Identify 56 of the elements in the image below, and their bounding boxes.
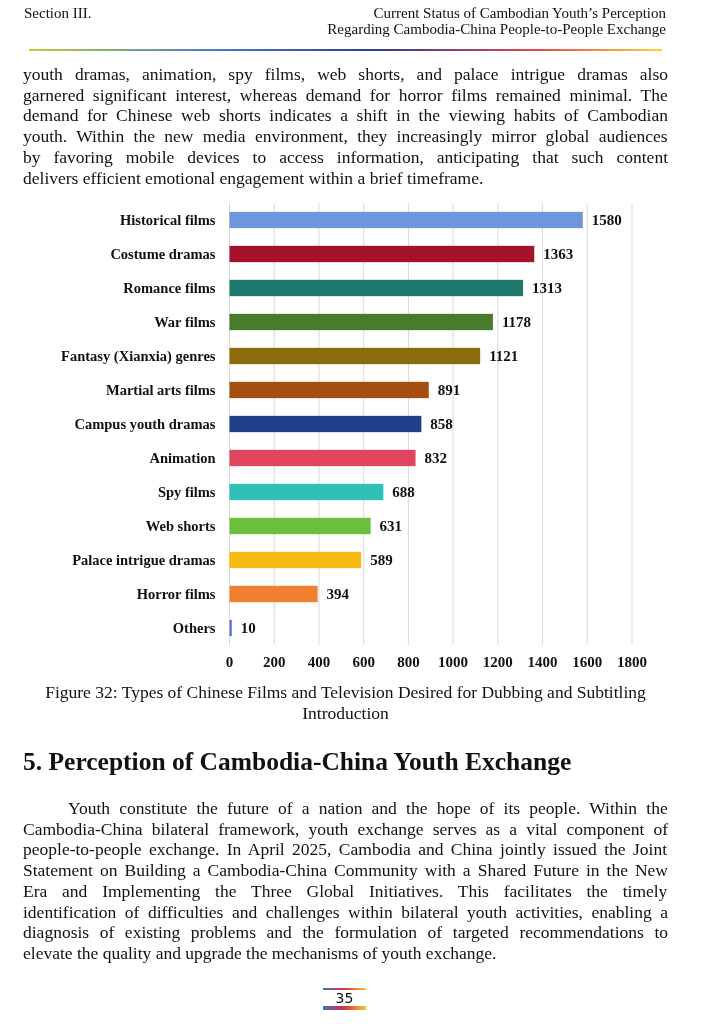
- y-tick-label: Horror films: [136, 586, 216, 603]
- y-tick-label: Romance films: [123, 280, 216, 297]
- y-tick-label: Spy films: [157, 484, 216, 501]
- bar: [229, 279, 524, 297]
- text: Section III.: [24, 5, 92, 21]
- y-tick-label: Fantasy (Xianxia) genres: [61, 348, 216, 366]
- y-tick-label: Animation: [149, 450, 216, 467]
- y-tick-label: Palace intrigue dramas: [72, 552, 216, 569]
- x-tick-label: 0: [225, 654, 234, 670]
- y-tick-label: Historical films: [120, 212, 216, 229]
- bar: [229, 483, 384, 501]
- data-label: 631: [379, 518, 403, 535]
- x-tick-label: 800: [397, 654, 420, 670]
- x-tick-label: 200: [262, 654, 286, 670]
- x-tick-label: 400: [307, 654, 331, 670]
- data-label: 589: [370, 552, 393, 569]
- y-tick-label: Web shorts: [145, 518, 216, 535]
- data-label: 394: [326, 586, 350, 603]
- text: Regarding Cambodia-China People-to-People Exchange: [327, 21, 667, 37]
- data-label: 1313: [532, 280, 563, 297]
- x-tick-label: 1800: [617, 654, 647, 670]
- y-tick-label: Martial arts films: [105, 382, 216, 399]
- data-label: 10: [240, 620, 256, 637]
- data-label: 891: [437, 382, 461, 399]
- text: 5. Perception of Cambodia-China Youth Exchange: [23, 747, 572, 776]
- data-label: 1121: [489, 348, 519, 365]
- bar: [229, 313, 493, 331]
- bar: [229, 347, 481, 365]
- y-tick-label: Costume dramas: [110, 246, 216, 263]
- y-tick-label: Others: [172, 620, 216, 637]
- data-label: 1363: [543, 246, 574, 263]
- data-label: 688: [392, 484, 415, 501]
- text: 35: [335, 990, 354, 1006]
- data-label: 858: [430, 416, 453, 433]
- data-label: 832: [424, 450, 448, 467]
- bar: [229, 517, 371, 535]
- bar: [229, 211, 583, 229]
- text: Figure 32: Types of Chinese Films and Television Desired for Dubbing and Subtitling Introduction: [45, 682, 647, 723]
- bar: [229, 551, 362, 569]
- x-tick-label: 1600: [572, 654, 603, 670]
- bar: [229, 245, 535, 263]
- x-tick-label: 1200: [482, 654, 513, 670]
- bar: [229, 449, 416, 467]
- x-tick-label: 1400: [527, 654, 558, 670]
- y-tick-label: Campus youth dramas: [74, 416, 216, 433]
- bar: [229, 585, 318, 603]
- text: Youth constitute the future of a nation and the hope of its people. Within the Cambodia-China bilateral framework, youth exchange serves as a vital component of people-to-people exchange. In April 2025, Cambodia and China jointly issued the Joint Statement on Building a Cambodia-China Community with a Shared Future in the New Era and Implementing the Three Global Initiatives. This facilitates the timely identification of difficulties and challenges within bilateral youth activities, enabling a diagnosis of existing problems and the formulation of targeted recommendations to elevate the quality and upgrade the mechanisms of youth exchange.: [23, 798, 669, 963]
- bar: [229, 415, 422, 433]
- bar: [229, 381, 429, 399]
- x-tick-label: 600: [352, 654, 375, 670]
- text: Current Status of Cambodian Youth’s Perception: [373, 5, 667, 21]
- x-tick-label: 1000: [438, 654, 469, 670]
- data-label: 1580: [591, 212, 622, 229]
- text: youth dramas, animation, spy films, web shorts, and palace intrigue dramas also garnered significant interest, whereas demand for horror films remained minimal. The demand for Chinese web shorts indicates a shift in the viewing habits of Cambodian youth. Within the new media environment, they increasingly mirror global audiences by favoring mobile devices to access information, anticipating that such content delivers efficient emotional engagement within a brief timeframe.: [23, 64, 669, 188]
- y-tick-label: War films: [154, 314, 216, 331]
- data-label: 1178: [501, 314, 532, 331]
